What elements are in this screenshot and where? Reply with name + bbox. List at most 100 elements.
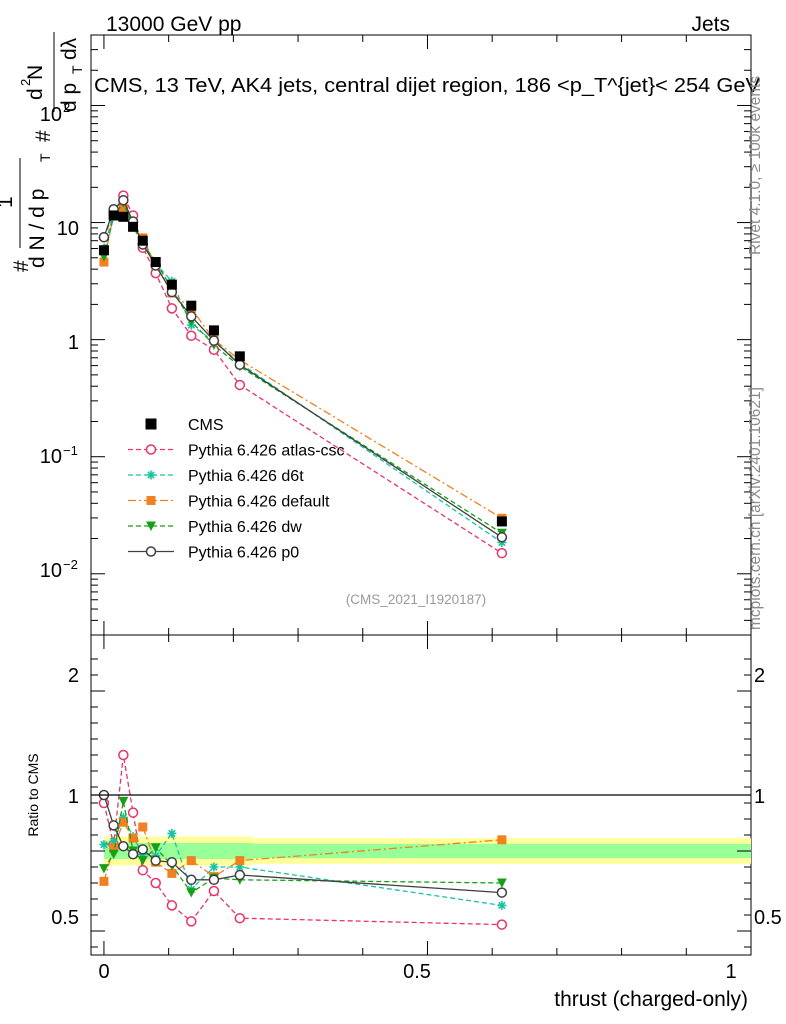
ratio-point — [150, 843, 161, 853]
ratio-point — [109, 836, 119, 846]
legend-label: CMS — [188, 417, 224, 434]
ratio-point — [118, 812, 128, 822]
ratio-point — [138, 822, 148, 832]
svg-text:d: d — [24, 88, 47, 100]
ytick-label-1e-1: 10 — [40, 446, 62, 468]
legend-label: Pythia 6.426 d6t — [188, 468, 304, 485]
ratio-point — [150, 877, 161, 889]
svg-text:#: # — [10, 260, 33, 272]
data-point — [186, 311, 197, 322]
main-axis-ticks — [91, 34, 752, 636]
data-point — [98, 231, 110, 243]
svg-text:d N / d p: d N / d p — [26, 189, 49, 268]
ratio-point — [108, 849, 119, 860]
ratio-point — [150, 855, 161, 866]
ratio-point — [496, 887, 508, 898]
ratio-point — [166, 856, 178, 868]
main-series-layer — [98, 190, 508, 559]
ratio-point — [127, 848, 139, 860]
data-point — [234, 379, 246, 391]
ratio-point — [128, 833, 138, 843]
ytick-exp-100: 2 — [63, 100, 70, 115]
ratio-point — [109, 843, 119, 853]
ratio-point — [186, 856, 196, 866]
data-point — [496, 516, 507, 527]
ratio-point — [167, 828, 177, 838]
svg-text:1: 1 — [0, 196, 17, 208]
legend-label: Pythia 6.426 atlas-csc — [188, 443, 345, 460]
svg-text:#: # — [32, 130, 55, 142]
energy-label: 13000 GeV pp — [106, 13, 241, 36]
data-point — [150, 257, 161, 268]
plot-title: CMS, 13 TeV, AK4 jets, central dijet reg… — [94, 74, 760, 97]
ratio-point — [118, 796, 129, 807]
ratio-point — [137, 844, 149, 855]
ratio-point — [234, 912, 246, 924]
legend-entry-0: CMS — [145, 417, 224, 434]
ratio-point — [496, 878, 507, 888]
rivet-version-label: Rivet 4.1.0, ≥ 100k events — [747, 75, 764, 255]
ratio-point — [127, 807, 139, 818]
x-axis-title: thrust (charged-only) — [554, 988, 748, 1011]
legend-entry-5: Pythia 6.426 p0 — [128, 545, 299, 562]
ratio-point — [497, 900, 507, 910]
legend-entry-2: Pythia 6.426 d6t — [128, 468, 304, 485]
data-point — [98, 245, 109, 256]
ratio-point — [496, 919, 508, 930]
data-point — [234, 359, 246, 371]
data-point — [99, 257, 109, 267]
svg-text:dλ: dλ — [58, 37, 81, 60]
ytick-label-1: 1 — [68, 332, 79, 354]
legend-label: Pythia 6.426 dw — [188, 519, 302, 536]
data-point — [137, 235, 148, 246]
series-pythia-6-426-p0 — [98, 195, 508, 543]
ratio-point — [98, 864, 109, 874]
category-label: Jets — [691, 13, 730, 36]
data-point — [496, 547, 508, 559]
ratio-point — [166, 900, 178, 911]
legend-label: Pythia 6.426 default — [188, 494, 330, 511]
ratio-point — [186, 888, 197, 898]
ratio-point — [186, 916, 197, 927]
band-inner-1 — [252, 843, 751, 859]
ratio-point — [99, 876, 109, 886]
legend-marker — [145, 444, 157, 455]
data-point — [118, 195, 129, 206]
ratio-point — [118, 817, 128, 827]
main-ytick-labels: 10 −2 10 −1 1 10 10 2 — [40, 100, 79, 582]
series-line — [103, 206, 503, 544]
data-point — [186, 300, 197, 311]
ratio-point — [186, 874, 197, 886]
data-point — [496, 532, 508, 543]
legend: CMS Pythia 6.426 atlas-csc Pythia 6.426 d6… — [128, 417, 345, 562]
xtick-labels: 0 0.5 1 — [98, 961, 736, 983]
series-line — [103, 199, 503, 538]
data-point — [234, 351, 245, 362]
legend-label: Pythia 6.426 p0 — [188, 545, 299, 562]
ratio-point — [137, 864, 149, 876]
analysis-watermark: (CMS_2021_I1920187) — [346, 592, 486, 607]
series-cms — [98, 210, 507, 527]
ratio-point — [234, 869, 246, 881]
ratio-point — [99, 840, 109, 850]
svg-text:2: 2 — [18, 79, 33, 86]
ratio-axis-ticks — [91, 635, 752, 955]
ratio-point — [209, 862, 219, 872]
ytick-exp-1e-1: −1 — [63, 443, 78, 458]
ratio-point — [118, 840, 129, 852]
legend-marker — [145, 546, 157, 557]
data-point — [118, 211, 129, 222]
data-point — [128, 221, 139, 232]
ratio-point — [137, 856, 148, 866]
ratio-point — [208, 874, 220, 886]
source-label: mcplots.cern.ch [arXiv:2401.10621] — [747, 387, 764, 630]
data-point — [208, 325, 219, 336]
xtick-0: 0 — [98, 961, 109, 983]
svg-text:T: T — [37, 153, 53, 162]
series-line — [103, 201, 503, 534]
legend-marker — [145, 418, 157, 430]
ratio-series-layer — [98, 749, 508, 930]
data-point — [186, 330, 197, 341]
data-point — [166, 303, 178, 314]
main-y-axis-title: # 1 d N / d p T # d 2 N d p T dλ — [0, 32, 85, 272]
